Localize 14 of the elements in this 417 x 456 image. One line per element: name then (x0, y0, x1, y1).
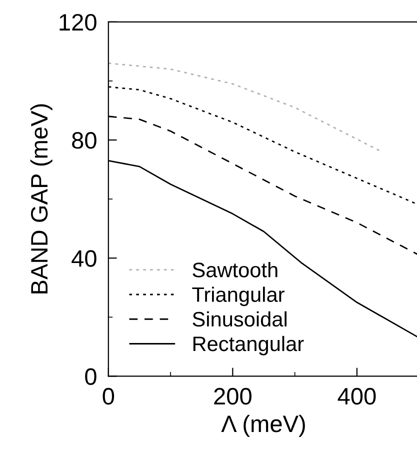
y-tick-label: 0 (85, 368, 96, 385)
line-series (108, 62, 382, 152)
legend-label: Sinusoidal (192, 311, 286, 327)
y-tick-label: 120 (60, 14, 96, 31)
x-tick-label: 0 (102, 388, 114, 405)
legend-label: Rectangular (193, 336, 304, 356)
x-tick-label: 400 (338, 388, 376, 405)
x-tick-label: 200 (214, 388, 252, 405)
legend-label: Triangular (192, 286, 284, 306)
legend-label: Sawtooth (192, 262, 278, 278)
x-axis-title: Λ (meV) (221, 414, 305, 437)
y-axis-title: BAND GAP (meV) (30, 104, 52, 294)
y-tick-label: 40 (72, 250, 96, 267)
y-tick-label: 80 (72, 132, 96, 149)
